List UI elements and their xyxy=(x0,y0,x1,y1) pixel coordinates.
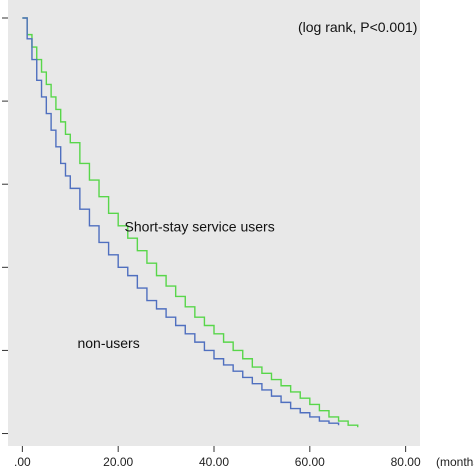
x-tick-label-3: 60.00 xyxy=(295,455,325,469)
annotation-1: Short-stay service users xyxy=(125,218,275,234)
x-tick-label-4: 80.00 xyxy=(391,455,421,469)
annotation-2: non-users xyxy=(77,335,139,351)
annotation-0: (log rank, P<0.001) xyxy=(298,19,417,35)
annotation-layer: (log rank, P<0.001) Short-stay service us… xyxy=(77,19,417,351)
x-axis-label: (months) xyxy=(436,455,474,469)
series-line-0 xyxy=(22,17,359,428)
series-layer xyxy=(22,17,359,428)
y-axis xyxy=(2,17,8,435)
x-tick-label-1: 20.00 xyxy=(103,455,133,469)
plot-background xyxy=(8,0,420,446)
x-tick-label-0: .00 xyxy=(14,455,31,469)
series-line-1 xyxy=(22,17,340,426)
x-tick-label-2: 40.00 xyxy=(199,455,229,469)
